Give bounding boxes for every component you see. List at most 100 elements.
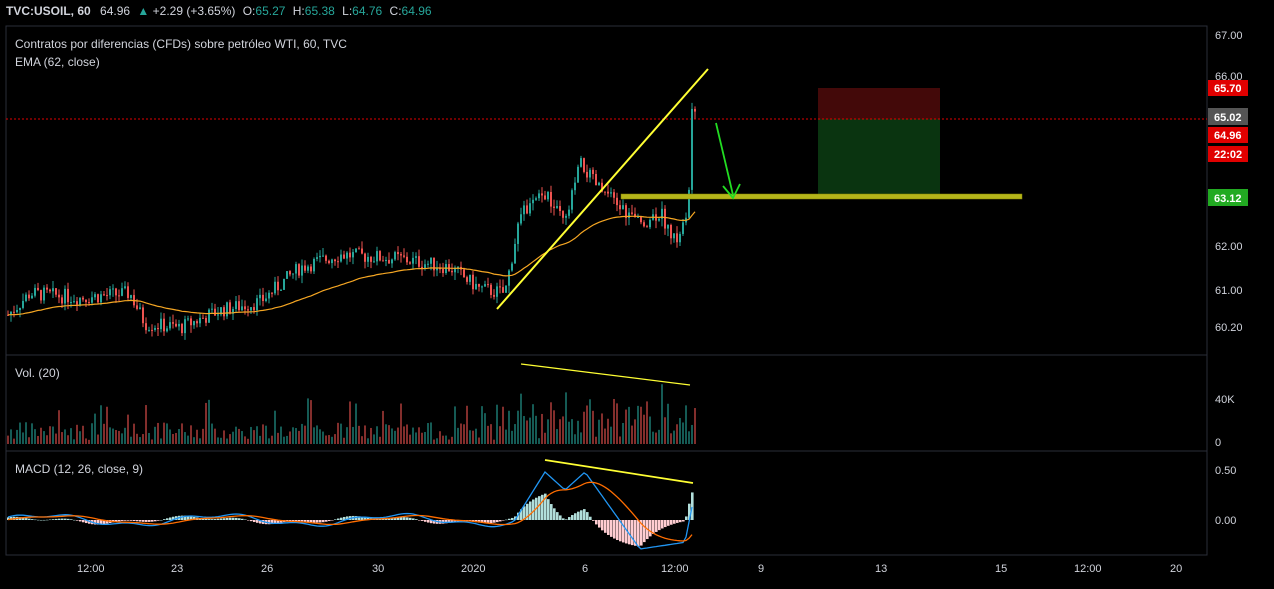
candle-body [475,283,477,290]
volume-bar [91,423,93,444]
trade-box[interactable] [818,88,940,197]
candle-body [610,192,612,194]
time-tick: 26 [261,563,273,575]
trend-line-up [496,68,709,310]
volume-bar [139,437,141,444]
volume-bar [316,425,318,444]
volume-bar [634,419,636,444]
volume-bar [190,425,192,444]
candle-body [682,222,684,234]
macd-histogram-bar [571,515,574,520]
volume-bar [622,422,624,444]
candle-body [247,309,249,311]
candle-body [580,158,582,167]
support-level-line [620,193,1023,200]
macd-histogram-bar [322,520,325,523]
candle-body [406,256,408,263]
close-value: 64.96 [401,4,432,18]
macd-histogram-bar [355,516,358,520]
candle-body [454,267,456,273]
macd-histogram-bar [154,520,157,522]
symbol-label[interactable]: TVC:USOIL, 60 [6,4,91,18]
volume-bar [382,410,384,444]
volume-bar [154,426,156,444]
volume-bar [565,392,567,444]
volume-bar [421,432,423,444]
macd-histogram-bar [70,519,73,520]
volume-bar [406,424,408,444]
volume-bar [577,420,579,444]
volume-bar [556,429,558,444]
candle-body [628,212,630,218]
volume-legend[interactable]: Vol. (20) [15,366,60,380]
candle-body [22,300,24,308]
volume-bar [16,429,18,444]
candle-body [319,255,321,258]
candle-body [118,295,120,297]
macd-histogram-bar [547,499,550,520]
macd-histogram-bar [421,520,424,521]
chart-title-legend[interactable]: Contratos por diferencias (CFDs) sobre p… [15,37,347,51]
macd-histogram-bar [673,520,676,524]
candle-body [85,299,87,303]
volume-bar [127,414,129,444]
price-tag: 65.02 [1214,112,1242,124]
volume-bar [412,427,414,444]
candle-body [526,205,528,214]
candle-body [361,248,363,254]
candle-body [37,287,39,291]
macd-histogram-bar [394,517,397,520]
candle-body [313,258,315,272]
candle-body [553,206,555,208]
candle-body [163,318,165,332]
macd-histogram-bar [454,520,457,522]
pane-borders [5,25,1208,556]
volume-bar [19,422,21,444]
volume-bar [193,437,195,444]
volume-bar [103,423,105,444]
macd-histogram-bar [691,492,694,520]
macd-histogram-bar [643,520,646,543]
macd-legend[interactable]: MACD (12, 26, close, 9) [15,462,144,476]
candle-body [370,256,372,262]
volume-bar [502,406,504,444]
volume-bar [430,422,432,444]
close-label: C: [389,4,402,18]
ema-legend[interactable]: EMA (62, close) [15,55,100,69]
candle-body [607,191,609,194]
candle-body [490,284,492,295]
volume-bar [676,424,678,444]
candle-body [481,286,483,288]
volume-bar [283,436,285,444]
macd-histogram-bar [682,520,685,522]
candle-body [124,286,126,289]
macd-histogram-bar [343,516,346,520]
volume-bar [607,418,609,444]
candle-body [430,257,432,264]
macd-histogram-bar [487,520,490,524]
volume-bar [592,410,594,444]
volume-bar [37,435,39,444]
volume-bar [595,436,597,444]
volume-bar [274,410,276,444]
volume-bar [172,433,174,444]
macd-histogram-bar [160,519,163,521]
volume-bar [505,429,507,444]
time-tick: 23 [171,563,183,575]
candle-body [691,108,693,190]
time-tick: 2020 [461,563,485,575]
volume-bar [625,409,627,444]
candle-body [64,288,66,304]
high-value: 65.38 [304,4,335,18]
macd-histogram-bar [67,518,70,520]
time-axis: 12:00 23 26 30 2020 6 12:00 9 13 15 12:0… [77,563,1182,575]
volume-bar [673,430,675,444]
macd-histogram-bar [313,520,316,523]
candle-body [331,259,333,264]
candle-body [400,254,402,256]
macd-histogram-bar [106,520,109,524]
volume-bar [175,432,177,444]
macd-histogram-bar [340,517,343,520]
macd-histogram-bar [520,509,523,520]
